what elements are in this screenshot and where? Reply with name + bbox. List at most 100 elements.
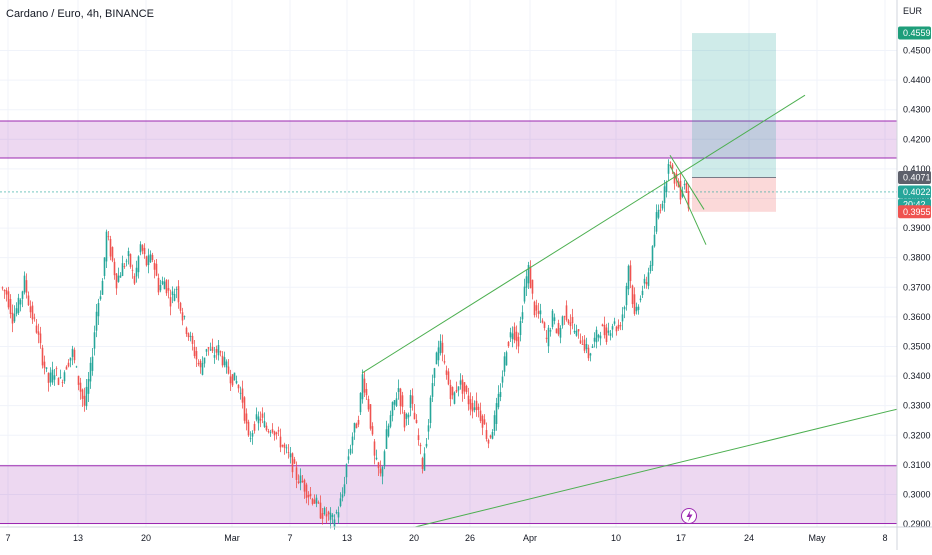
x-tick-label: 8 bbox=[882, 533, 887, 543]
candle-body bbox=[445, 370, 448, 375]
candle-body bbox=[335, 512, 338, 513]
candle-body bbox=[183, 316, 186, 318]
candle-body bbox=[367, 398, 370, 410]
candle-body bbox=[505, 352, 508, 366]
candle-body bbox=[375, 457, 378, 460]
candle-body bbox=[137, 256, 140, 273]
candle-body bbox=[423, 453, 426, 471]
candle-body bbox=[197, 362, 200, 365]
candle-body bbox=[281, 445, 284, 447]
candle-body bbox=[647, 272, 650, 286]
candle-body bbox=[443, 361, 446, 363]
candle-body bbox=[81, 389, 84, 399]
candle-body bbox=[173, 294, 176, 301]
candle-body bbox=[143, 247, 146, 255]
price-labels: 0.4559 0.4071 0.4022 20:420.3955 bbox=[681, 26, 931, 524]
candle-body bbox=[235, 381, 238, 384]
falling-wedge-lower-line[interactable] bbox=[669, 164, 707, 245]
candle-body bbox=[601, 324, 604, 327]
candle-body bbox=[109, 238, 112, 257]
candle-body bbox=[407, 414, 410, 418]
candle-body bbox=[515, 331, 518, 342]
candle-body bbox=[355, 423, 358, 429]
candle-body bbox=[481, 415, 484, 428]
y-tick-label: 0.3400 bbox=[903, 371, 931, 381]
y-tick-label: 0.4100 bbox=[903, 164, 931, 174]
x-tick-label: 13 bbox=[342, 533, 352, 543]
candle-body bbox=[451, 387, 454, 396]
candle-body bbox=[141, 245, 144, 251]
target-price-text: 0.4559 bbox=[903, 28, 931, 38]
candle-body bbox=[607, 330, 610, 333]
candle-body bbox=[651, 246, 654, 266]
candle-body bbox=[131, 269, 134, 271]
candle-body bbox=[95, 311, 98, 331]
candle-body bbox=[641, 290, 644, 296]
candle-body bbox=[121, 263, 124, 276]
candle-body bbox=[591, 346, 594, 348]
candle-body bbox=[305, 484, 308, 498]
candle-body bbox=[565, 305, 568, 320]
candle-body bbox=[655, 212, 658, 232]
profit-zone[interactable] bbox=[692, 33, 776, 178]
candle-body bbox=[679, 180, 682, 200]
lower-trend-line[interactable] bbox=[414, 408, 898, 528]
resistance-zone[interactable] bbox=[0, 120, 897, 158]
candle-body bbox=[269, 432, 272, 434]
candle-body bbox=[457, 386, 460, 391]
candle-body bbox=[299, 475, 302, 484]
candle-body bbox=[89, 362, 92, 382]
candle-body bbox=[251, 433, 254, 437]
candle-body bbox=[349, 448, 352, 454]
grid bbox=[0, 0, 897, 527]
chart-title: Cardano / Euro, 4h, BINANCE bbox=[6, 8, 154, 20]
candle-body bbox=[419, 444, 422, 447]
x-tick-label: 7 bbox=[287, 533, 292, 543]
candle-body bbox=[369, 404, 372, 429]
candle-body bbox=[3, 289, 6, 292]
candle-body bbox=[583, 339, 586, 351]
candle-body bbox=[645, 282, 648, 285]
candle-body bbox=[499, 391, 502, 397]
candle-body bbox=[127, 251, 130, 257]
candle-body bbox=[171, 291, 174, 295]
candle-body bbox=[83, 395, 86, 406]
y-tick-label: 0.3200 bbox=[903, 430, 931, 440]
upper-channel-line[interactable] bbox=[361, 94, 806, 374]
y-tick-label: 0.4400 bbox=[903, 75, 931, 85]
candle-body bbox=[421, 458, 424, 469]
candle-body bbox=[669, 162, 672, 164]
candle-body bbox=[29, 306, 32, 313]
candle-body bbox=[237, 384, 240, 389]
candle-body bbox=[603, 324, 606, 336]
candle-body bbox=[639, 298, 642, 301]
falling-wedge-line[interactable] bbox=[669, 155, 705, 210]
candle-body bbox=[579, 340, 582, 344]
x-tick-label: May bbox=[808, 533, 826, 543]
y-tick-label: 0.3300 bbox=[903, 401, 931, 411]
candle-body bbox=[45, 367, 48, 369]
support-zone[interactable] bbox=[0, 465, 897, 524]
candle-body bbox=[665, 181, 668, 193]
loss-zone[interactable] bbox=[692, 177, 776, 212]
candle-body bbox=[433, 368, 436, 378]
candle-body bbox=[625, 285, 628, 306]
candle-body bbox=[11, 312, 14, 324]
candle-body bbox=[59, 377, 62, 378]
candle-body bbox=[1, 287, 4, 289]
candle-body bbox=[629, 265, 632, 282]
y-tick-label: 0.4000 bbox=[903, 193, 931, 203]
candle-body bbox=[43, 361, 46, 368]
candle-body bbox=[519, 321, 522, 336]
candle-body bbox=[485, 430, 488, 439]
x-tick-label: 20 bbox=[141, 533, 151, 543]
x-tick-label: Apr bbox=[523, 533, 537, 543]
candle-body bbox=[383, 451, 386, 467]
candle-body bbox=[277, 430, 280, 432]
candle-body bbox=[501, 376, 504, 383]
candle-body bbox=[211, 346, 214, 351]
x-tick-label: 26 bbox=[465, 533, 475, 543]
candle-body bbox=[323, 507, 326, 515]
countdown-price-text: 20:42 bbox=[903, 199, 926, 209]
